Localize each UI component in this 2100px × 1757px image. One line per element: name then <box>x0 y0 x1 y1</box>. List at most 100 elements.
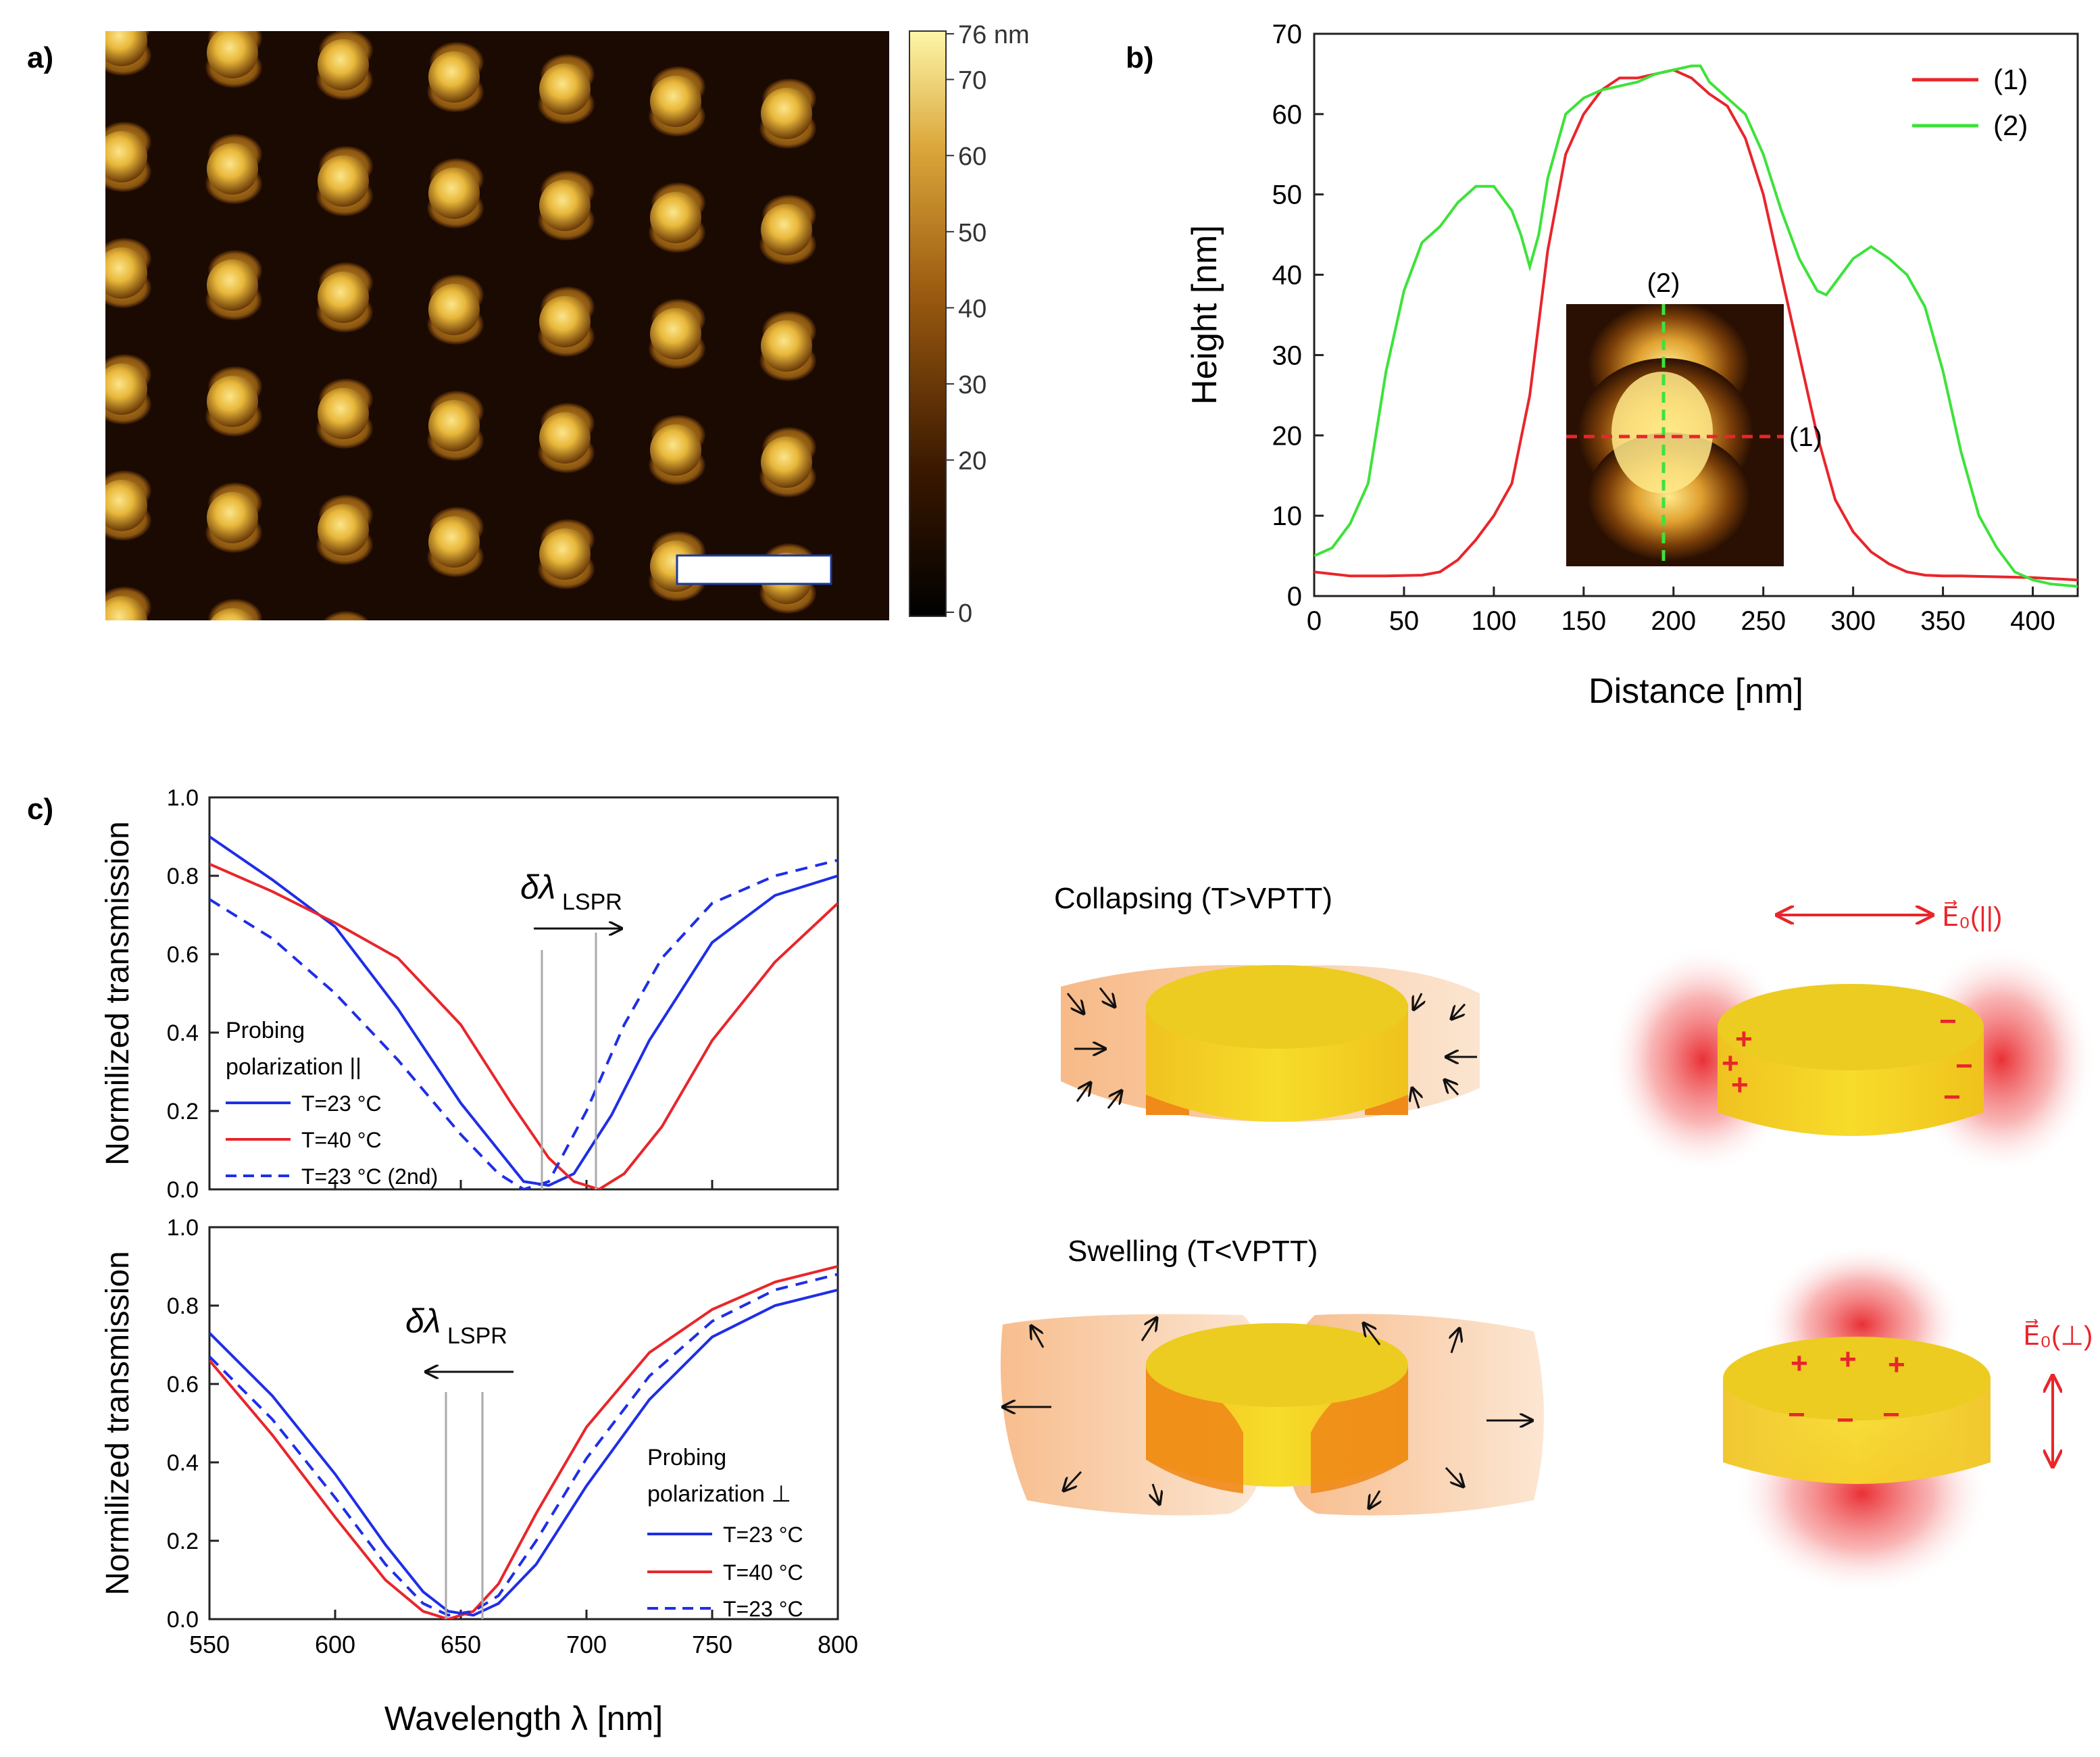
charge-plus-5: + <box>1839 1343 1857 1376</box>
x-tick-label: 250 <box>1741 606 1786 636</box>
y-axis-label: Height [nm] <box>1185 225 1224 405</box>
afm-particle <box>205 482 262 553</box>
e-field-perp-label: E⃗₀(⊥) <box>2023 1319 2093 1351</box>
swelling-schematic: Swelling (T<VPTT) <box>1000 1235 1544 1516</box>
y-tick-label: 0.0 <box>167 1177 199 1203</box>
afm-particle <box>427 623 484 693</box>
collapsing-schematic: Collapsing (T>VPTT) <box>1054 882 1480 1122</box>
afm-particle <box>208 599 262 620</box>
x-tick-label: 350 <box>1920 606 1966 636</box>
afm-particle <box>316 262 373 332</box>
y-tick-label: 0.2 <box>167 1529 199 1554</box>
perp-disk-top <box>1723 1337 1991 1420</box>
inset-label-2: (2) <box>1647 268 1680 298</box>
panel-a-label: a) <box>27 41 53 74</box>
colorbar-tick-label: 0 <box>958 599 972 628</box>
afm-particle <box>427 507 484 577</box>
afm-particle <box>759 78 816 149</box>
top-legend-item-3: T=23 °C (2nd) <box>301 1164 438 1189</box>
y-tick-label: 1.0 <box>167 785 199 811</box>
bottom-legend-item-1: T=23 °C <box>723 1523 803 1547</box>
collapsing-plasmon: E⃗₀(||) + + + − − − <box>1608 900 2096 1174</box>
swollen-wall-left <box>1146 1365 1243 1493</box>
swelling-plasmon: + + + − − − E⃗₀(⊥) <box>1723 1243 2093 1595</box>
x-tick-label: 550 <box>189 1631 230 1658</box>
top-legend-title-1: Probing <box>226 1018 305 1043</box>
afm-particle <box>649 66 705 137</box>
y-tick-label: 0.8 <box>167 1293 199 1319</box>
top-shift-label: δλ <box>520 868 555 906</box>
charge-minus-6: − <box>1882 1398 1900 1431</box>
parallel-disk-top <box>1718 984 1984 1070</box>
y-tick-label: 20 <box>1272 421 1303 451</box>
colorbar-tick-label: 30 <box>958 371 986 399</box>
y-tick-label: 0.4 <box>167 1020 199 1046</box>
bottom-legend: Probing polarization ⊥ T=23 °C T=40 °C T… <box>647 1445 803 1621</box>
afm-particle <box>316 378 373 449</box>
afm-particle <box>759 427 816 497</box>
bottom-plot-frame <box>208 1226 839 1620</box>
afm-particle <box>427 274 484 345</box>
x-tick-label: 800 <box>818 1631 858 1658</box>
charge-plus-4: + <box>1791 1347 1808 1380</box>
afm-particle <box>105 31 151 76</box>
colorbar-tick-label: 50 <box>958 219 986 247</box>
bottom-legend-item-3: T=23 °C <box>723 1597 803 1621</box>
afm-particle <box>538 635 595 706</box>
top-shift-sub: LSPR <box>562 889 622 915</box>
profile-line-2 <box>1314 64 2078 588</box>
bottom-legend-title-2: polarization ⊥ <box>647 1481 791 1507</box>
afm-particle <box>649 415 705 485</box>
swelling-title: Swelling (T<VPTT) <box>1068 1235 1318 1268</box>
afm-image <box>105 31 889 718</box>
bottom-shift-sub: LSPR <box>447 1323 507 1349</box>
transmission-line-2-1 <box>209 1288 838 1617</box>
afm-particle <box>427 391 484 461</box>
afm-particle <box>649 182 705 253</box>
x-tick-label: 300 <box>1830 606 1876 636</box>
afm-particle <box>649 647 705 718</box>
afm-particle <box>759 311 816 381</box>
transmission-line-2-3 <box>209 1272 838 1617</box>
y-tick-label: 50 <box>1272 180 1303 210</box>
y-tick-label: 30 <box>1272 341 1303 370</box>
transmission-charts: 0.0 0.2 0.4 0.6 0.8 1.0 0.0 0.2 0.4 0.6 0.8 1.0 550 6… <box>100 785 858 1737</box>
y-tick-label: 0.6 <box>167 1372 199 1397</box>
legend-label: (1) <box>1993 64 2028 95</box>
top-shift-annotation: δλ LSPR <box>520 868 622 1189</box>
y-tick-label: 1.0 <box>167 1215 199 1241</box>
collapsing-title: Collapsing (T>VPTT) <box>1054 882 1332 915</box>
afm-particle <box>205 31 262 88</box>
charge-minus-5: − <box>1836 1404 1854 1437</box>
swollen-wall-right <box>1311 1365 1408 1493</box>
charge-minus-3: − <box>1943 1081 1961 1114</box>
transmission-line-1-3 <box>209 858 838 1189</box>
colorbar-tick-label: 60 <box>958 143 986 171</box>
x-tick-label: 400 <box>2010 606 2055 636</box>
afm-particle <box>759 195 816 265</box>
afm-particle <box>538 519 595 589</box>
afm-particle <box>538 170 595 241</box>
scale-bar <box>676 554 832 585</box>
x-tick-label: 650 <box>441 1631 481 1658</box>
afm-particle <box>538 403 595 473</box>
top-legend-item-1: T=23 °C <box>301 1091 382 1116</box>
x-tick-label: 700 <box>566 1631 607 1658</box>
afm-particle <box>105 354 151 424</box>
x-tick-label: 50 <box>1389 606 1420 636</box>
y-tick-label: 10 <box>1272 501 1303 531</box>
afm-particle <box>538 287 595 357</box>
y-tick-label: 0.4 <box>167 1450 199 1476</box>
y-tick-label: 70 <box>1272 20 1303 49</box>
profile-line-1 <box>1314 68 2078 582</box>
afm-particle <box>538 54 595 124</box>
y-tick-label: 0.6 <box>167 942 199 968</box>
y-tick-label: 0.2 <box>167 1099 199 1124</box>
top-legend: Probing polarization || T=23 °C T=40 °C … <box>226 1018 438 1189</box>
colorbar-tick-label: 70 <box>958 67 986 95</box>
y-tick-label: 60 <box>1272 100 1303 130</box>
bottom-legend-item-2: T=40 °C <box>723 1560 803 1585</box>
top-legend-title-2: polarization || <box>226 1054 361 1080</box>
x-tick-label: 200 <box>1651 606 1696 636</box>
